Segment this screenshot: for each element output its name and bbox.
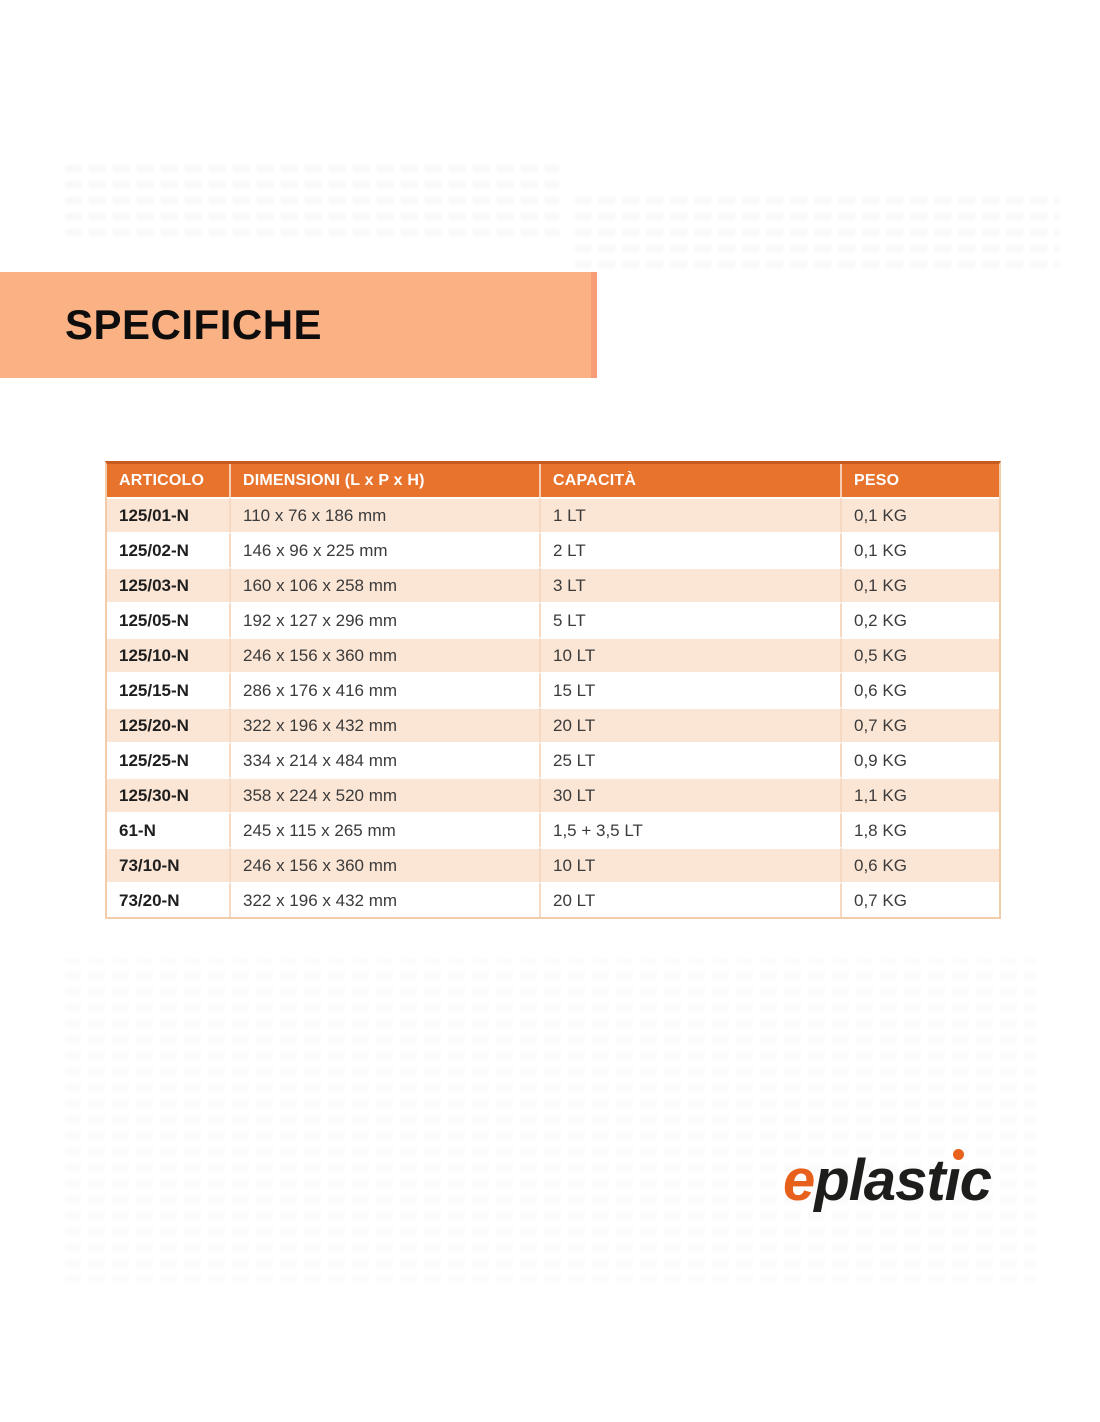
- cell-capacita: 15 LT: [541, 672, 842, 707]
- table-row: 61-N 245 x 115 x 265 mm 1,5 + 3,5 LT 1,8 KG: [107, 812, 999, 847]
- spec-table: ARTICOLO DIMENSIONI (L x P x H) CAPACITÀ PE…: [105, 461, 1001, 919]
- cell-capacita: 3 LT: [541, 567, 842, 602]
- logo-text-before-i: plast: [814, 1148, 945, 1213]
- cell-capacita: 20 LT: [541, 707, 842, 742]
- table-row: 125/20-N 322 x 196 x 432 mm 20 LT 0,7 KG: [107, 707, 999, 742]
- cell-peso: 0,1 KG: [842, 567, 999, 602]
- table-row: 73/20-N 322 x 196 x 432 mm 20 LT 0,7 KG: [107, 882, 999, 917]
- ghost-artifact-top-left: [65, 158, 560, 236]
- cell-peso: 0,7 KG: [842, 882, 999, 917]
- cell-dimensioni: 322 x 196 x 432 mm: [231, 707, 541, 742]
- table-row: 125/15-N 286 x 176 x 416 mm 15 LT 0,6 KG: [107, 672, 999, 707]
- logo-i-dot-icon: [952, 1149, 964, 1160]
- cell-articolo: 125/15-N: [107, 672, 231, 707]
- eplastic-logo: eplastı c: [783, 1146, 992, 1216]
- cell-capacita: 2 LT: [541, 532, 842, 567]
- table-row: 125/01-N 110 x 76 x 186 mm 1 LT 0,1 KG: [107, 497, 999, 532]
- cell-capacita: 10 LT: [541, 847, 842, 882]
- cell-peso: 0,1 KG: [842, 497, 999, 532]
- logo-text-after-i: c: [959, 1148, 992, 1213]
- cell-articolo: 125/01-N: [107, 497, 231, 532]
- table-row: 125/05-N 192 x 127 x 296 mm 5 LT 0,2 KG: [107, 602, 999, 637]
- cell-articolo: 125/25-N: [107, 742, 231, 777]
- page-title: SPECIFICHE: [65, 301, 323, 348]
- cell-dimensioni: 286 x 176 x 416 mm: [231, 672, 541, 707]
- cell-dimensioni: 160 x 106 x 258 mm: [231, 567, 541, 602]
- spec-table-header: ARTICOLO DIMENSIONI (L x P x H) CAPACITÀ PE…: [107, 464, 999, 497]
- cell-dimensioni: 245 x 115 x 265 mm: [231, 812, 541, 847]
- cell-dimensioni: 192 x 127 x 296 mm: [231, 602, 541, 637]
- cell-articolo: 125/03-N: [107, 567, 231, 602]
- column-header-capacita: CAPACITÀ: [541, 464, 842, 497]
- cell-dimensioni: 322 x 196 x 432 mm: [231, 882, 541, 917]
- cell-articolo: 125/30-N: [107, 777, 231, 812]
- cell-articolo: 61-N: [107, 812, 231, 847]
- column-header-dimensioni: DIMENSIONI (L x P x H): [231, 464, 541, 497]
- cell-peso: 0,6 KG: [842, 847, 999, 882]
- cell-articolo: 73/10-N: [107, 847, 231, 882]
- cell-dimensioni: 334 x 214 x 484 mm: [231, 742, 541, 777]
- cell-articolo: 125/10-N: [107, 637, 231, 672]
- cell-articolo: 125/20-N: [107, 707, 231, 742]
- ghost-artifact-top-right: [575, 190, 1060, 268]
- cell-capacita: 5 LT: [541, 602, 842, 637]
- cell-peso: 1,1 KG: [842, 777, 999, 812]
- cell-capacita: 10 LT: [541, 637, 842, 672]
- table-row: 125/10-N 246 x 156 x 360 mm 10 LT 0,5 KG: [107, 637, 999, 672]
- spec-table-body: 125/01-N 110 x 76 x 186 mm 1 LT 0,1 KG 125/0…: [107, 497, 999, 917]
- cell-peso: 0,1 KG: [842, 532, 999, 567]
- cell-articolo: 125/02-N: [107, 532, 231, 567]
- spec-table-grid: ARTICOLO DIMENSIONI (L x P x H) CAPACITÀ PE…: [105, 461, 1001, 919]
- table-row: 125/02-N 146 x 96 x 225 mm 2 LT 0,1 KG: [107, 532, 999, 567]
- table-row: 125/25-N 334 x 214 x 484 mm 25 LT 0,9 KG: [107, 742, 999, 777]
- logo-letter-i: ı: [944, 1146, 964, 1216]
- column-header-peso: PESO: [842, 464, 999, 497]
- cell-dimensioni: 246 x 156 x 360 mm: [231, 847, 541, 882]
- cell-dimensioni: 110 x 76 x 186 mm: [231, 497, 541, 532]
- cell-capacita: 25 LT: [541, 742, 842, 777]
- logo-e-icon: e: [783, 1148, 815, 1213]
- logo-dotless-i: ı: [944, 1148, 961, 1213]
- column-header-articolo: ARTICOLO: [107, 464, 231, 497]
- cell-peso: 1,8 KG: [842, 812, 999, 847]
- cell-peso: 0,6 KG: [842, 672, 999, 707]
- table-row: 125/03-N 160 x 106 x 258 mm 3 LT 0,1 KG: [107, 567, 999, 602]
- cell-capacita: 20 LT: [541, 882, 842, 917]
- cell-peso: 0,5 KG: [842, 637, 999, 672]
- cell-peso: 0,9 KG: [842, 742, 999, 777]
- cell-dimensioni: 246 x 156 x 360 mm: [231, 637, 541, 672]
- cell-dimensioni: 358 x 224 x 520 mm: [231, 777, 541, 812]
- cell-dimensioni: 146 x 96 x 225 mm: [231, 532, 541, 567]
- table-row: 73/10-N 246 x 156 x 360 mm 10 LT 0,6 KG: [107, 847, 999, 882]
- title-banner: SPECIFICHE: [0, 272, 597, 378]
- cell-capacita: 1 LT: [541, 497, 842, 532]
- cell-capacita: 1,5 + 3,5 LT: [541, 812, 842, 847]
- cell-capacita: 30 LT: [541, 777, 842, 812]
- cell-articolo: 73/20-N: [107, 882, 231, 917]
- cell-peso: 0,7 KG: [842, 707, 999, 742]
- cell-peso: 0,2 KG: [842, 602, 999, 637]
- table-row: 125/30-N 358 x 224 x 520 mm 30 LT 1,1 KG: [107, 777, 999, 812]
- header-row: ARTICOLO DIMENSIONI (L x P x H) CAPACITÀ PE…: [107, 464, 999, 497]
- cell-articolo: 125/05-N: [107, 602, 231, 637]
- ghost-artifact-bottom: [65, 958, 1035, 1283]
